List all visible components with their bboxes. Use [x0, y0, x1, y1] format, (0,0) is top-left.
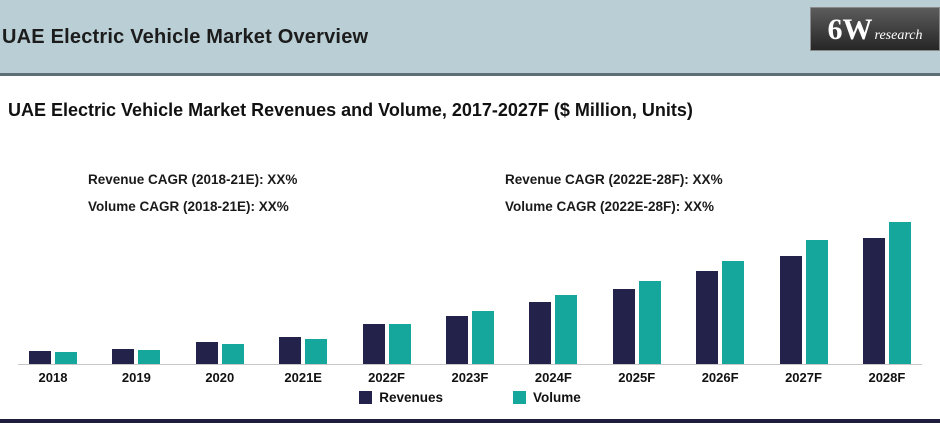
- legend-item-volume: Volume: [513, 390, 581, 405]
- category-label: 2018: [38, 370, 68, 385]
- volume-bar: [555, 295, 578, 364]
- bar-group: 2022F: [352, 222, 422, 385]
- bar-group: 2018: [18, 222, 88, 385]
- revenue-cagr-left: Revenue CAGR (2018-21E): XX%: [88, 172, 298, 187]
- legend-item-revenues: Revenues: [359, 390, 443, 405]
- bar-group: 2026F: [685, 222, 755, 385]
- page-title: UAE Electric Vehicle Market Overview: [2, 26, 369, 48]
- volume-bar: [722, 261, 745, 364]
- category-label: 2022F: [368, 370, 405, 385]
- category-label: 2021E: [284, 370, 322, 385]
- revenues-bar: [112, 349, 135, 364]
- bar-group: 2021E: [268, 222, 338, 385]
- category-label: 2025F: [618, 370, 656, 385]
- legend-label-volume: Volume: [533, 390, 581, 405]
- bar-group: 2024F: [518, 222, 588, 385]
- revenues-bar: [612, 289, 635, 364]
- bar-group: 2020: [185, 222, 255, 385]
- revenue-cagr-right: Revenue CAGR (2022E-28F): XX%: [505, 172, 723, 187]
- bottom-accent-bar: [0, 419, 940, 423]
- bar-group: 2027F: [769, 222, 839, 385]
- volume-bar: [638, 281, 661, 364]
- volume-bar: [388, 324, 411, 364]
- category-label: 2020: [205, 370, 235, 385]
- revenues-swatch-icon: [359, 391, 373, 404]
- revenues-bar: [362, 324, 385, 364]
- legend-label-revenues: Revenues: [379, 390, 444, 405]
- revenues-bar: [779, 256, 802, 364]
- revenues-bar: [862, 238, 885, 364]
- volume-bar: [805, 240, 828, 364]
- header-band: UAE Electric Vehicle Market Overview 6W …: [0, 0, 940, 76]
- volume-bar: [305, 339, 328, 364]
- category-label: 2019: [121, 370, 151, 385]
- volume-bar: [888, 222, 911, 364]
- volume-bar: [138, 350, 161, 364]
- brand-logo: 6W research: [810, 7, 940, 51]
- category-label: 2024F: [534, 370, 572, 385]
- category-label: 2026F: [701, 370, 739, 385]
- volume-cagr-left: Volume CAGR (2018-21E): XX%: [88, 199, 289, 214]
- volume-bar: [221, 344, 244, 364]
- category-label: 2028F: [868, 370, 906, 385]
- bar-chart: 2018 2019 2020 2021E 2022F 2023F 2024F 2025F 202…: [18, 222, 922, 385]
- revenues-bar: [279, 337, 302, 364]
- cagr-annotation-left: Revenue CAGR (2018-21E): XX% Volume CAGR…: [88, 172, 297, 226]
- x-axis-line: [18, 364, 922, 365]
- revenues-bar: [445, 316, 468, 364]
- logo-research-text: research: [874, 28, 923, 43]
- category-label: 2027F: [785, 370, 822, 385]
- volume-bar: [471, 311, 494, 364]
- revenues-bar: [29, 351, 51, 364]
- revenues-bar: [696, 271, 719, 364]
- volume-swatch-icon: [513, 391, 527, 404]
- volume-cagr-right: Volume CAGR (2022E-28F): XX%: [505, 199, 715, 214]
- chart-legend: Revenues Volume: [0, 390, 940, 405]
- logo-6w-text: 6W: [827, 13, 873, 46]
- bar-group: 2019: [101, 222, 171, 385]
- bar-group: 2023F: [435, 222, 505, 385]
- revenues-bar: [529, 302, 552, 364]
- volume-bar: [55, 352, 77, 364]
- bar-group: 2028F: [852, 222, 922, 385]
- revenues-bar: [195, 342, 218, 364]
- cagr-annotation-right: Revenue CAGR (2022E-28F): XX% Volume CAG…: [505, 172, 723, 226]
- bar-group: 2025F: [602, 222, 672, 385]
- category-label: 2023F: [451, 370, 489, 385]
- chart-title: UAE Electric Vehicle Market Revenues and…: [8, 100, 693, 120]
